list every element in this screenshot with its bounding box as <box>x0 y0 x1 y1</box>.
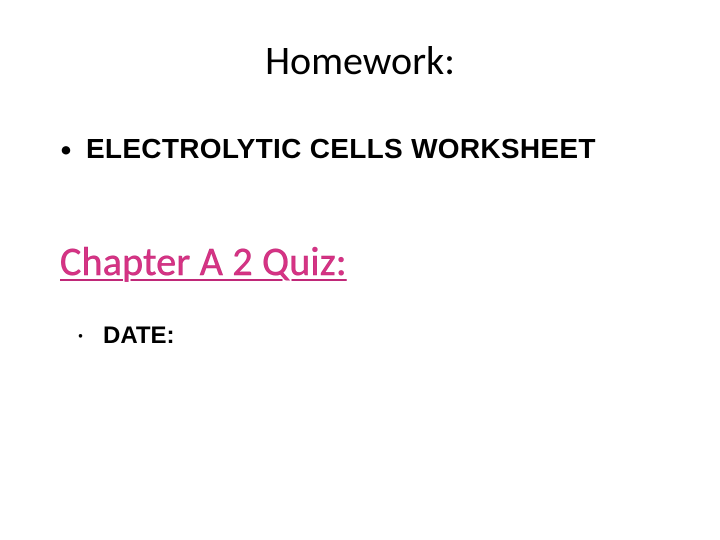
bullet-text: ELECTROLYTIC CELLS WORKSHEET <box>86 133 596 165</box>
slide-title: Homework: <box>60 36 660 85</box>
bullet-text-small: DATE: <box>103 322 175 350</box>
slide-subtitle: Chapter A 2 Quiz: <box>60 237 660 286</box>
bullet-marker-small: • <box>78 329 83 342</box>
slide-container: Homework: • ELECTROLYTIC CELLS WORKSHEET… <box>0 0 720 540</box>
bullet-item-1: • ELECTROLYTIC CELLS WORKSHEET <box>60 133 660 167</box>
bullet-marker: • <box>60 133 72 167</box>
bullet-item-2: • DATE: <box>78 322 660 350</box>
